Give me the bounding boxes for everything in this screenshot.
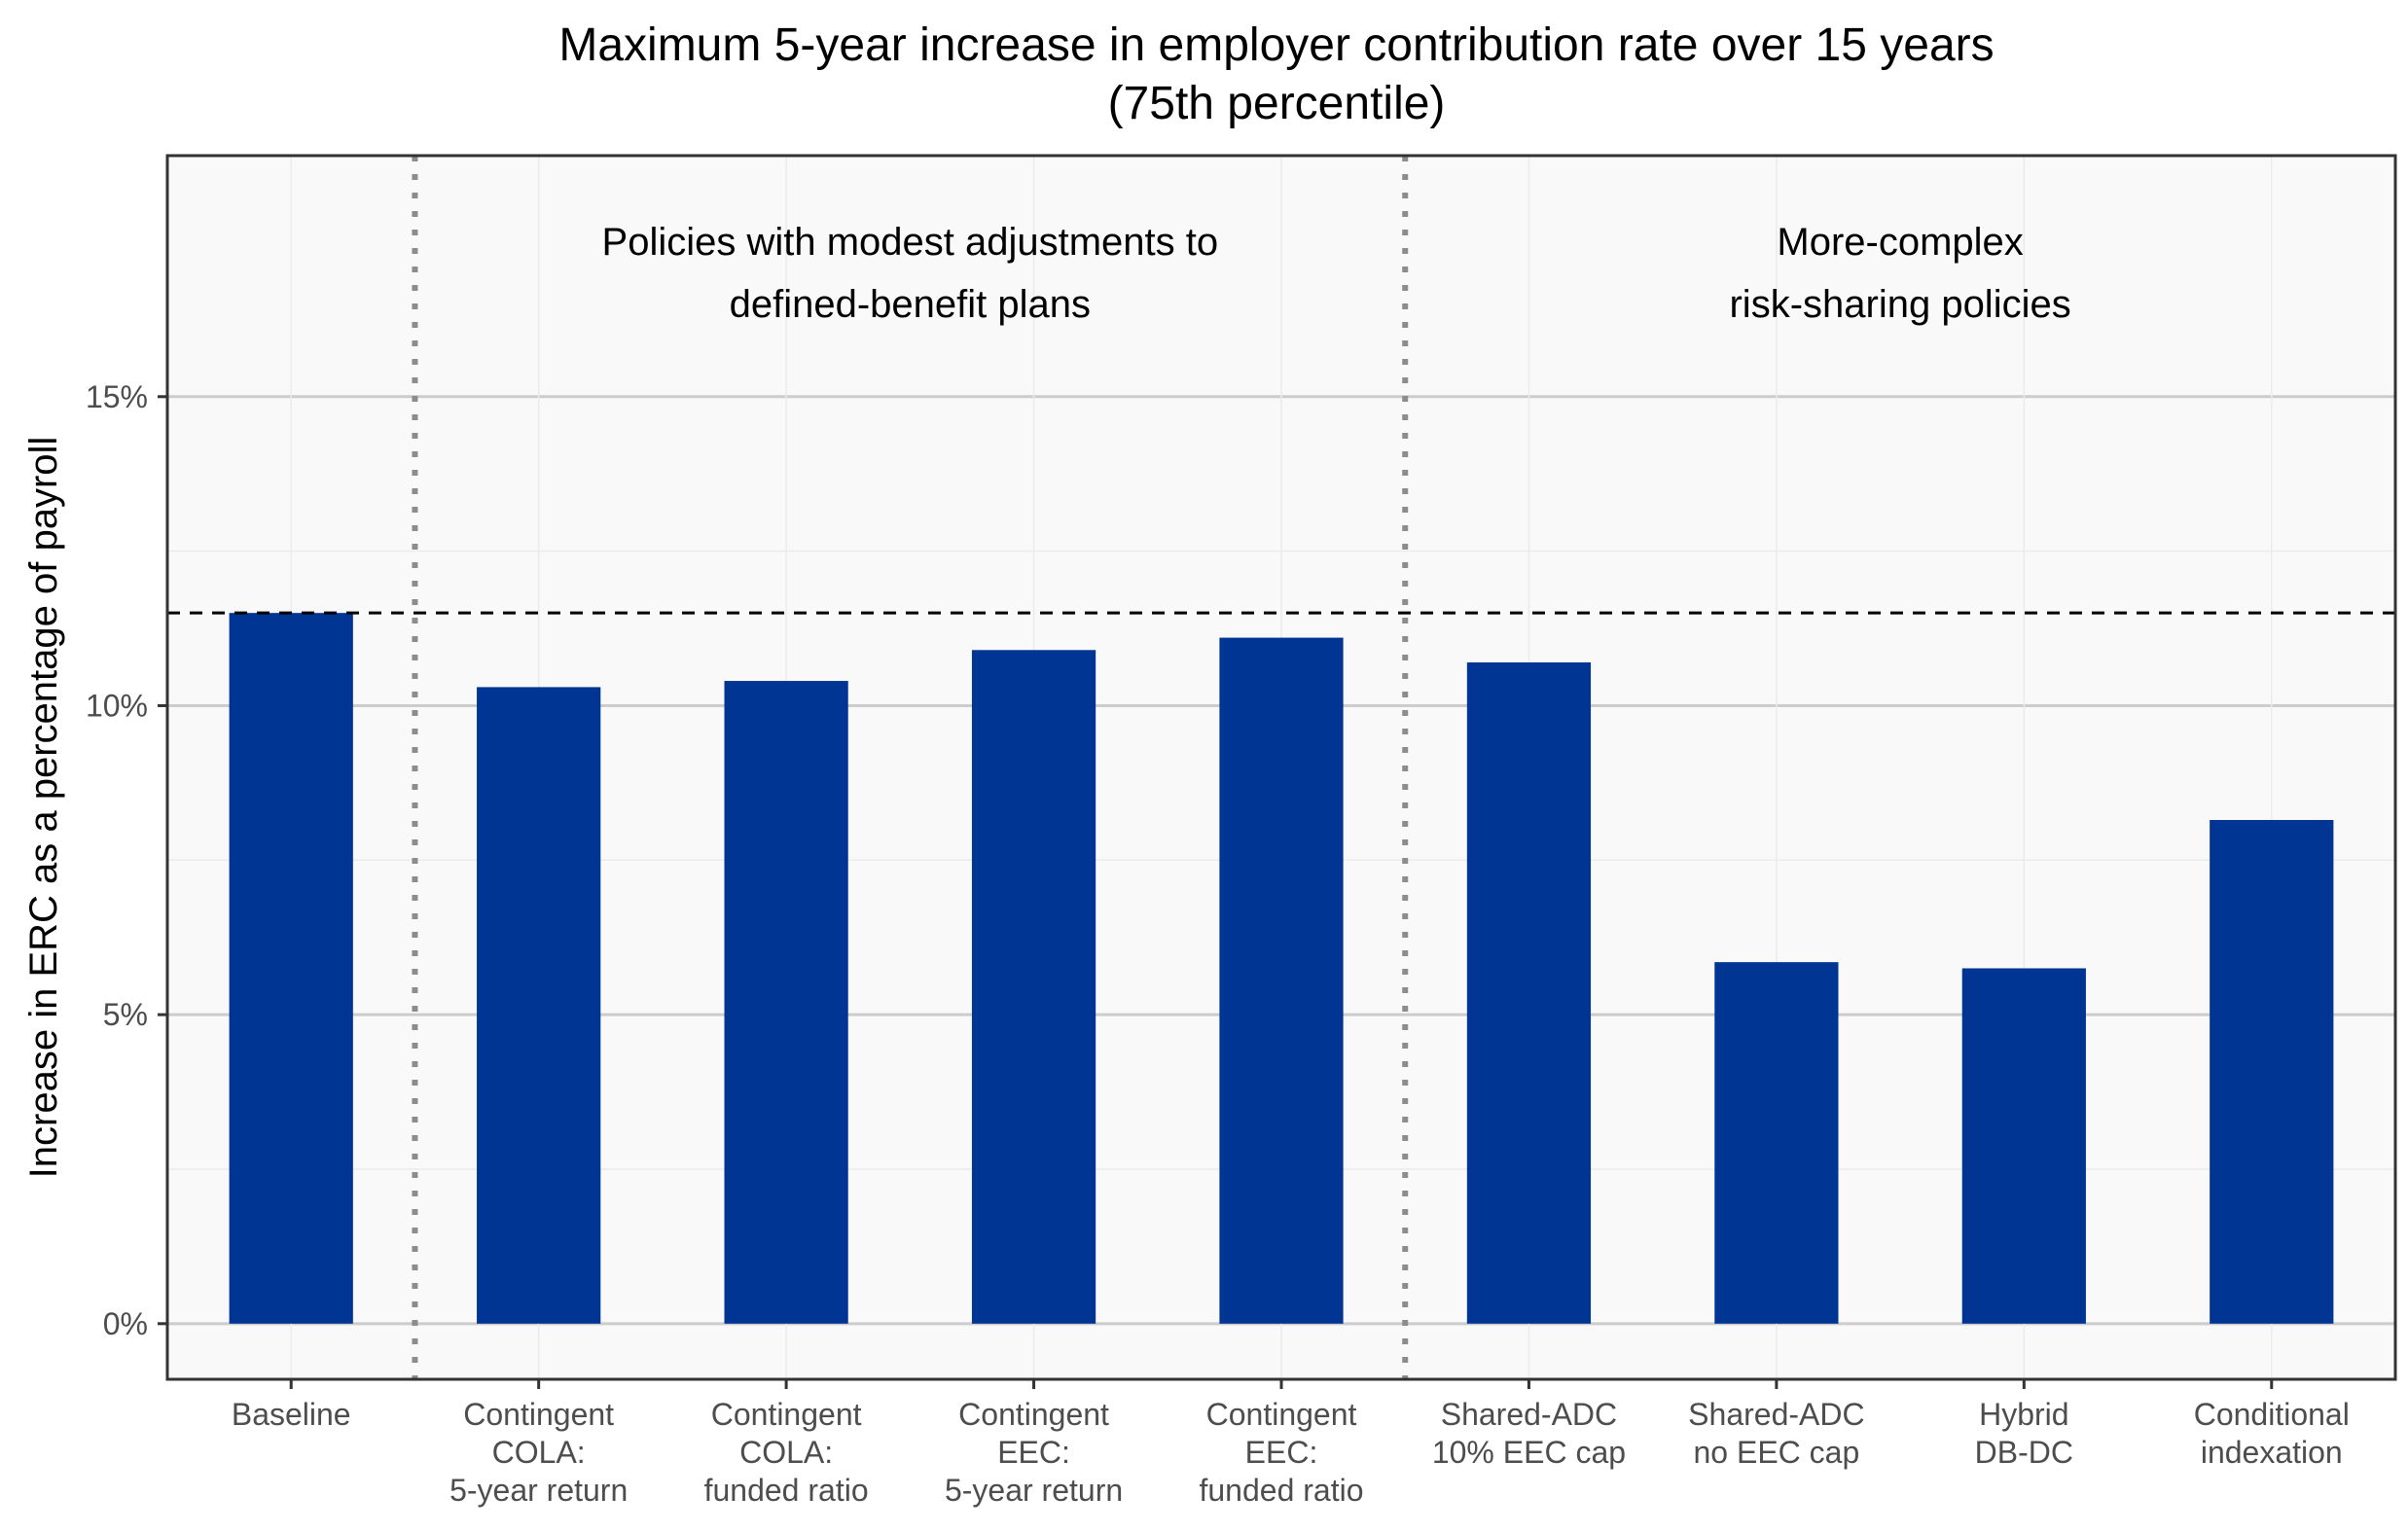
group-label-1-line-1: risk-sharing policies [1729, 283, 2070, 326]
plot-area: Policies with modest adjustments to defin… [86, 154, 2397, 1508]
x-tick-label-6-line-1: no EEC cap [1694, 1435, 1860, 1470]
x-tick-label-7-line-0: Hybrid [1979, 1397, 2068, 1432]
group-label-0-line-1: defined-benefit plans [730, 283, 1091, 326]
x-tick-label-5-line-0: Shared-ADC [1441, 1397, 1617, 1432]
y-tick-label: 15% [86, 379, 148, 414]
x-tick-label-0-line-0: Baseline [232, 1397, 351, 1432]
group-label-1-line-0: More-complex [1777, 221, 2023, 264]
bar-0 [229, 613, 353, 1324]
x-tick-label-3-line-1: EEC: [997, 1435, 1070, 1470]
bar-7 [1961, 968, 2086, 1324]
chart-title-line-2: (75th percentile) [1108, 78, 1446, 129]
x-tick-label-1-line-0: Contingent [463, 1397, 614, 1432]
x-tick-label-8-line-0: Conditional [2194, 1397, 2350, 1432]
y-tick-label: 0% [103, 1306, 148, 1341]
y-tick-label: 5% [103, 997, 148, 1032]
x-tick-label-7-line-1: DB-DC [1975, 1435, 2073, 1470]
y-axis-label: Increase in ERC as a percentage of payro… [22, 437, 65, 1179]
y-tick-label: 10% [86, 688, 148, 723]
x-tick-label-3-line-0: Contingent [958, 1397, 1109, 1432]
x-tick-label-1-line-2: 5-year return [449, 1473, 628, 1508]
x-tick-label-1-line-1: COLA: [492, 1435, 586, 1470]
bar-6 [1714, 962, 1839, 1324]
x-tick-label-2-line-1: COLA: [739, 1435, 833, 1470]
group-label-0-line-0: Policies with modest adjustments to [602, 221, 1219, 264]
bar-4 [1219, 637, 1344, 1324]
x-tick-label-3-line-2: 5-year return [945, 1473, 1123, 1508]
bar-3 [971, 650, 1096, 1324]
bar-8 [2210, 820, 2334, 1324]
chart-title-line-1: Maximum 5-year increase in employer cont… [558, 19, 1994, 71]
bar-2 [724, 681, 848, 1324]
x-tick-label-8-line-1: indexation [2201, 1435, 2343, 1470]
x-tick-label-5-line-1: 10% EEC cap [1432, 1435, 1626, 1470]
x-tick-label-4-line-2: funded ratio [1199, 1473, 1363, 1508]
bar-5 [1466, 661, 1592, 1324]
x-tick-label-2-line-2: funded ratio [704, 1473, 869, 1508]
x-tick-label-4-line-0: Contingent [1206, 1397, 1357, 1432]
bar-1 [477, 687, 601, 1324]
x-tick-label-6-line-0: Shared-ADC [1688, 1397, 1864, 1432]
x-tick-label-2-line-0: Contingent [711, 1397, 862, 1432]
x-tick-label-4-line-1: EEC: [1245, 1435, 1318, 1470]
